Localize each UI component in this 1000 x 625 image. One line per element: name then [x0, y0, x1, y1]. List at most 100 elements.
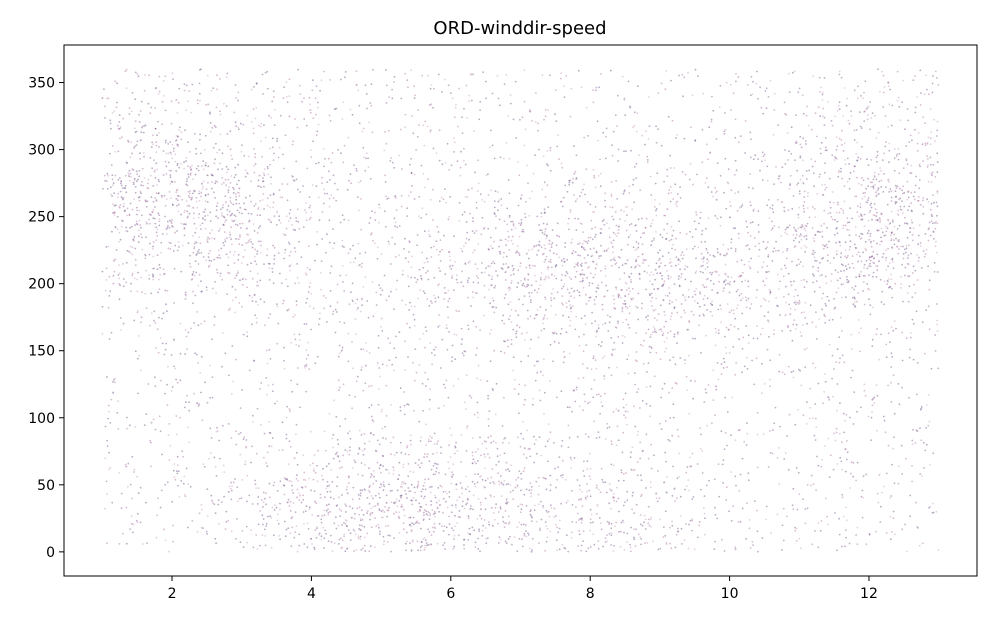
scatter-point — [492, 525, 494, 527]
scatter-point — [894, 184, 897, 187]
scatter-point — [919, 245, 922, 247]
scatter-point — [544, 298, 547, 301]
scatter-point — [229, 233, 232, 236]
scatter-point — [421, 74, 423, 77]
scatter-point — [536, 309, 539, 311]
scatter-point — [593, 247, 595, 250]
scatter-point — [130, 110, 133, 113]
scatter-point — [173, 267, 176, 270]
scatter-point — [775, 296, 777, 299]
scatter-point — [253, 294, 256, 296]
scatter-point — [168, 219, 171, 222]
scatter-point — [209, 364, 212, 367]
scatter-point — [665, 491, 668, 494]
scatter-point — [274, 402, 276, 405]
scatter-point — [657, 259, 660, 262]
scatter-point — [903, 248, 906, 251]
scatter-point — [585, 168, 588, 171]
scatter-point — [410, 548, 413, 551]
scatter-point — [517, 436, 519, 439]
scatter-point — [429, 342, 432, 344]
scatter-point — [756, 70, 758, 73]
scatter-point — [434, 462, 436, 465]
scatter-point — [821, 274, 823, 276]
scatter-point — [470, 99, 473, 102]
scatter-point — [621, 342, 624, 344]
scatter-point — [475, 325, 478, 328]
scatter-point — [122, 322, 125, 325]
scatter-point — [811, 543, 814, 546]
scatter-point — [199, 224, 202, 227]
scatter-point — [148, 74, 151, 77]
scatter-point — [761, 151, 764, 154]
scatter-point — [490, 284, 492, 287]
scatter-point — [927, 239, 930, 242]
scatter-point — [200, 355, 203, 358]
scatter-point — [728, 283, 731, 286]
scatter-point — [238, 302, 241, 304]
scatter-point — [709, 254, 711, 256]
scatter-point — [552, 288, 555, 290]
scatter-point — [500, 239, 503, 242]
scatter-point — [387, 524, 389, 527]
scatter-point — [752, 158, 755, 161]
scatter-point — [907, 119, 910, 122]
scatter-point — [757, 210, 760, 213]
scatter-point — [864, 247, 867, 250]
scatter-point — [750, 156, 752, 159]
scatter-point — [723, 280, 726, 283]
scatter-point — [836, 232, 839, 235]
scatter-point — [144, 124, 147, 127]
scatter-point — [229, 307, 231, 310]
scatter-point — [606, 422, 608, 425]
scatter-point — [283, 86, 285, 89]
scatter-point — [510, 279, 513, 282]
scatter-point — [156, 184, 158, 186]
scatter-point — [113, 214, 116, 216]
scatter-point — [131, 274, 134, 277]
scatter-point — [578, 498, 580, 501]
scatter-point — [845, 296, 847, 299]
scatter-point — [125, 281, 128, 284]
scatter-point — [211, 174, 213, 177]
scatter-point — [211, 338, 214, 341]
scatter-point — [451, 97, 454, 100]
scatter-point — [799, 261, 802, 263]
scatter-point — [773, 225, 776, 227]
scatter-point — [441, 163, 444, 166]
scatter-point — [395, 498, 398, 500]
scatter-point — [200, 195, 202, 198]
scatter-point — [602, 481, 605, 484]
scatter-point — [678, 285, 681, 288]
scatter-point — [254, 483, 257, 485]
scatter-point — [916, 142, 919, 145]
scatter-point — [647, 362, 650, 364]
scatter-point — [191, 274, 194, 276]
scatter-point — [212, 502, 214, 504]
scatter-point — [165, 165, 168, 168]
scatter-point — [374, 517, 376, 519]
scatter-point — [848, 266, 851, 269]
scatter-point — [740, 299, 742, 302]
scatter-point — [536, 254, 538, 256]
scatter-point — [510, 338, 513, 341]
scatter-point — [928, 288, 931, 291]
scatter-point — [285, 227, 288, 230]
scatter-point — [479, 379, 482, 381]
scatter-point — [328, 197, 331, 200]
scatter-point — [703, 256, 705, 259]
scatter-point — [521, 284, 524, 287]
scatter-point — [133, 319, 136, 322]
scatter-point — [393, 166, 395, 169]
scatter-point — [909, 227, 911, 229]
scatter-point — [792, 487, 795, 490]
scatter-point — [439, 260, 442, 262]
scatter-point — [593, 298, 596, 301]
scatter-point — [176, 164, 179, 167]
scatter-point — [420, 541, 423, 543]
scatter-point — [213, 162, 216, 165]
scatter-point — [395, 335, 397, 338]
scatter-point — [757, 97, 759, 100]
scatter-point — [595, 263, 598, 266]
scatter-point — [394, 255, 397, 258]
